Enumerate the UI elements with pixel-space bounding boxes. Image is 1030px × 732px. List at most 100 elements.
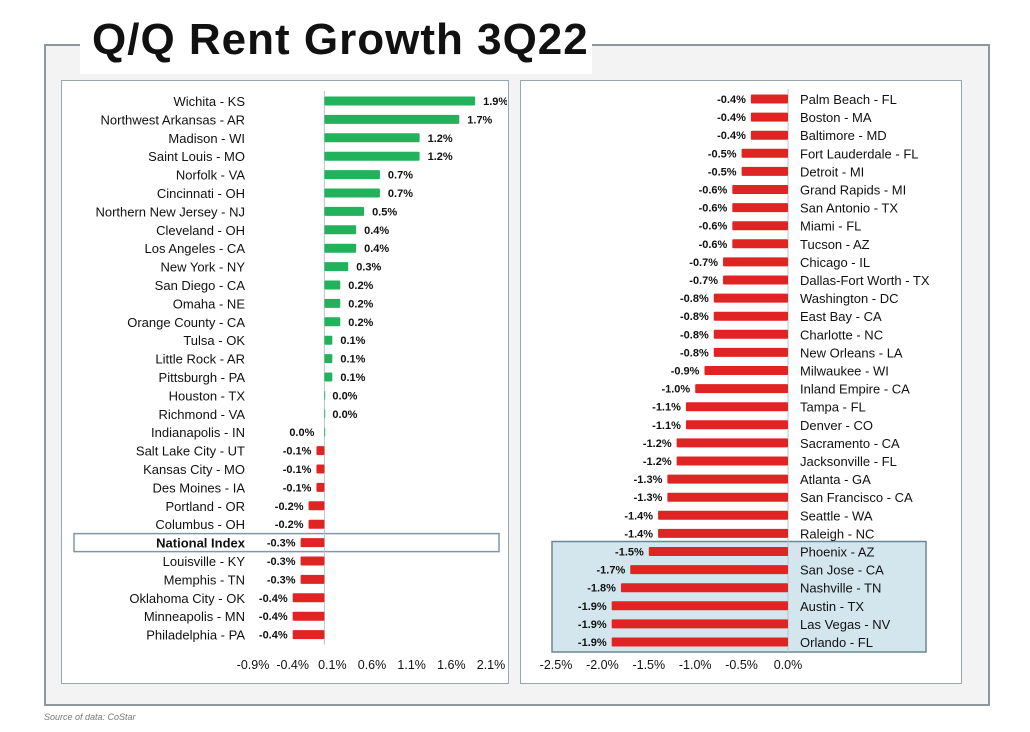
bar-30 [611,619,788,629]
bar-24 [658,510,788,520]
bar-15 [713,347,788,357]
value-label-13: 0.2% [348,317,373,329]
category-label-25: National Index [156,536,246,551]
bar-12 [713,293,788,303]
category-label-23: Portland - OR [166,499,245,514]
category-label-23: San Francisco - CA [800,490,913,505]
value-label-4: 1.2% [428,151,453,163]
bar-6 [732,185,788,194]
value-label-8: 0.4% [364,225,389,237]
bar-16 [704,366,788,375]
category-label-24: Columbus - OH [155,517,245,532]
x-tick-label-4: -1.0% [679,658,712,672]
value-label-16: -0.9% [671,366,700,378]
x-tick-label-4: 0.6% [358,658,387,672]
value-label-19: -1.1% [652,420,681,432]
category-label-27: San Jose - CA [800,563,884,578]
value-label-2: 1.7% [467,114,492,126]
category-label-4: Fort Lauderdale - FL [800,146,919,161]
category-label-30: Philadelphia - PA [146,628,245,643]
bar-6 [324,188,380,198]
category-label-21: Kansas City - MO [143,462,245,477]
bar-3 [750,130,788,140]
bar-13 [713,311,788,321]
value-label-3: 1.2% [428,133,453,145]
value-label-27: -1.7% [596,565,625,577]
value-label-26: -1.5% [615,547,644,559]
category-label-9: Los Angeles - CA [145,241,246,256]
category-label-28: Oklahoma City - OK [129,591,245,606]
value-label-10: 0.3% [356,262,381,274]
value-label-14: 0.1% [340,335,365,347]
category-label-10: Chicago - IL [800,255,870,270]
bar-25 [658,528,788,538]
bar-20 [676,438,788,448]
left-bar-chart: 1.9% Wichita - KS 1.7% Northwest Arkansas -… [73,91,507,672]
category-label-29: Minneapolis - MN [144,609,245,624]
value-label-2: -0.4% [717,112,746,124]
value-label-1: -0.4% [717,94,746,106]
value-label-22: -0.1% [283,482,312,494]
page-title: Q/Q Rent Growth 3Q22 [92,15,589,64]
value-label-4: -0.5% [708,148,737,160]
value-label-5: -0.5% [708,166,737,178]
value-label-25: -1.4% [624,528,653,540]
bar-24 [308,519,325,529]
category-label-31: Orlando - FL [800,635,873,650]
right-bar-chart: -0.4% Palm Beach - FL -0.4% Boston - MA -0.4… [540,89,930,672]
x-tick-label-6: 1.6% [437,658,466,672]
bar-5 [324,170,380,180]
value-label-11: 0.2% [348,280,373,292]
bar-7 [324,206,365,216]
category-label-2: Boston - MA [800,110,872,125]
value-label-27: -0.3% [267,574,296,586]
value-label-23: -1.3% [634,492,663,504]
category-label-20: Sacramento - CA [800,436,900,451]
value-label-6: 0.7% [388,188,413,200]
bar-10 [723,257,788,267]
value-label-25: -0.3% [267,538,296,550]
bar-11 [324,280,341,290]
bar-23 [308,501,325,511]
category-label-24: Seattle - WA [800,508,873,523]
category-label-17: Inland Empire - CA [800,382,910,397]
value-label-24: -0.2% [275,519,304,531]
source-note: Source of data: CoStar [44,712,136,722]
category-label-26: Phoenix - AZ [800,545,874,560]
value-label-12: 0.2% [348,298,373,310]
value-label-14: -0.8% [680,329,709,341]
bar-19 [685,420,788,430]
bar-9 [732,239,788,249]
category-label-16: Pittsburgh - PA [159,370,246,385]
left-chart-panel: 1.9% Wichita - KS 1.7% Northwest Arkansas -… [61,80,509,684]
value-label-26: -0.3% [267,556,296,568]
bar-2 [750,112,788,122]
category-label-20: Salt Lake City - UT [136,444,245,459]
value-label-12: -0.8% [680,293,709,305]
bar-5 [741,166,788,176]
x-tick-label-6: 0.0% [774,658,803,672]
category-label-8: Cleveland - OH [156,223,245,238]
category-label-7: Northern New Jersey - NJ [95,204,245,219]
bar-17 [695,384,788,394]
category-label-14: Charlotte - NC [800,327,883,342]
bar-14 [713,329,788,339]
bar-22 [667,474,788,484]
value-label-7: 0.5% [372,206,397,218]
category-label-29: Austin - TX [800,599,864,614]
bar-27 [630,565,788,575]
value-label-28: -0.4% [259,593,288,605]
value-label-29: -1.9% [578,601,607,613]
value-label-30: -0.4% [259,630,288,642]
category-label-17: Houston - TX [169,388,246,403]
x-tick-label-2: -0.4% [276,658,309,672]
bar-28 [292,593,325,603]
category-label-28: Nashville - TN [800,581,881,596]
value-label-28: -1.8% [587,583,616,595]
bar-29 [292,611,325,621]
value-label-1: 1.9% [483,96,507,108]
right-chart-panel: -0.4% Palm Beach - FL -0.4% Boston - MA -0.4… [520,80,962,684]
bar-31 [611,637,788,647]
category-label-26: Louisville - KY [163,554,246,569]
x-tick-label-1: -2.5% [540,658,573,672]
